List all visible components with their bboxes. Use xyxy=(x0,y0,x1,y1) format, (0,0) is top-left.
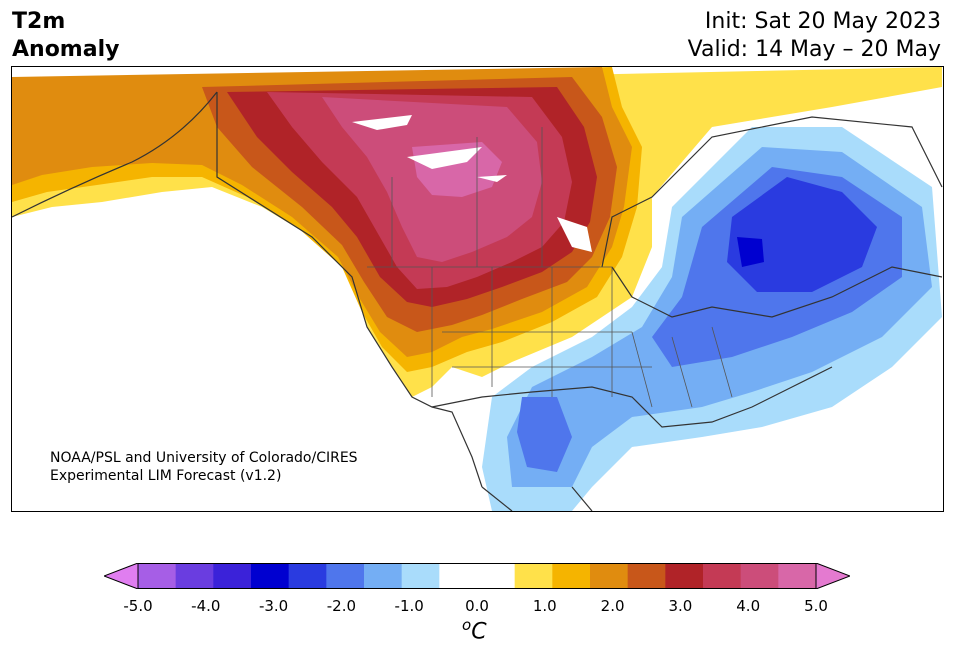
colorbar-swatch xyxy=(514,563,553,589)
colorbar-swatch xyxy=(364,563,403,589)
colorbar-max-arrow xyxy=(815,563,850,589)
colorbar-tick-label: -5.0 xyxy=(123,597,153,615)
colorbar-min-arrow xyxy=(104,563,139,589)
colorbar-swatch xyxy=(439,563,478,589)
colorbar-swatch xyxy=(138,563,177,589)
unit-label: oC xyxy=(462,616,487,644)
credit-line-1: NOAA/PSL and University of Colorado/CIRE… xyxy=(50,450,358,466)
unit-degree: o xyxy=(462,616,472,634)
colorbar-swatch xyxy=(627,563,666,589)
date-info: Init: Sat 20 May 2023 Valid: 14 May – 20… xyxy=(688,8,941,64)
map-title: T2m Anomaly xyxy=(12,8,119,64)
political-borders xyxy=(367,127,733,408)
lake-shape xyxy=(352,115,412,130)
colorbar-tick-label: -4.0 xyxy=(191,597,221,615)
lake-shape xyxy=(477,175,507,182)
map-canvas xyxy=(12,67,943,511)
colorbar-swatch xyxy=(703,563,742,589)
colorbar-tick-label: -3.0 xyxy=(258,597,289,615)
coastlines xyxy=(12,91,943,511)
colorbar-swatch xyxy=(778,563,817,589)
colorbar-tick-label: 5.0 xyxy=(804,597,828,615)
unit-celsius: C xyxy=(471,619,487,645)
colorbar-tick-label: -2.0 xyxy=(326,597,357,615)
lake-shape xyxy=(557,217,592,252)
colorbar-swatch xyxy=(401,563,440,589)
colorbar-swatch xyxy=(552,563,591,589)
colorbar-tick-label: 3.0 xyxy=(668,597,693,615)
colorbar-tick-label: 0.0 xyxy=(465,597,489,615)
colorbar-tick-label: 2.0 xyxy=(600,597,625,615)
title-line-2: Anomaly xyxy=(12,37,120,62)
lake-shape xyxy=(407,147,482,169)
colorbar-swatch xyxy=(288,563,327,589)
colorbar-swatch xyxy=(251,563,290,589)
colorbar-swatch xyxy=(326,563,365,589)
colorbar-swatch xyxy=(665,563,704,589)
anomaly-band-12 xyxy=(727,177,877,292)
colorbar-swatch xyxy=(175,563,214,589)
colorbar-swatch xyxy=(477,563,516,589)
anomaly-band-13 xyxy=(737,237,764,267)
anomaly-map: NOAA/PSL and University of Colorado/CIRE… xyxy=(11,66,944,512)
valid-range: Valid: 14 May – 20 May xyxy=(687,37,941,62)
colorbar xyxy=(104,563,850,589)
title-line-1: T2m xyxy=(12,9,66,34)
colorbar-outline xyxy=(137,563,817,589)
colorbar-tick-label: -1.0 xyxy=(394,597,424,615)
colorbar-tick-label: 1.0 xyxy=(532,597,557,615)
credit-line-2: Experimental LIM Forecast (v1.2) xyxy=(50,468,282,484)
colorbar-swatch xyxy=(213,563,252,589)
init-date: Init: Sat 20 May 2023 xyxy=(704,9,941,34)
colorbar-swatch xyxy=(740,563,779,589)
colorbar-tick-label: 4.0 xyxy=(736,597,761,615)
credit-text: NOAA/PSL and University of Colorado/CIRE… xyxy=(50,449,358,485)
colorbar-swatch xyxy=(590,563,629,589)
